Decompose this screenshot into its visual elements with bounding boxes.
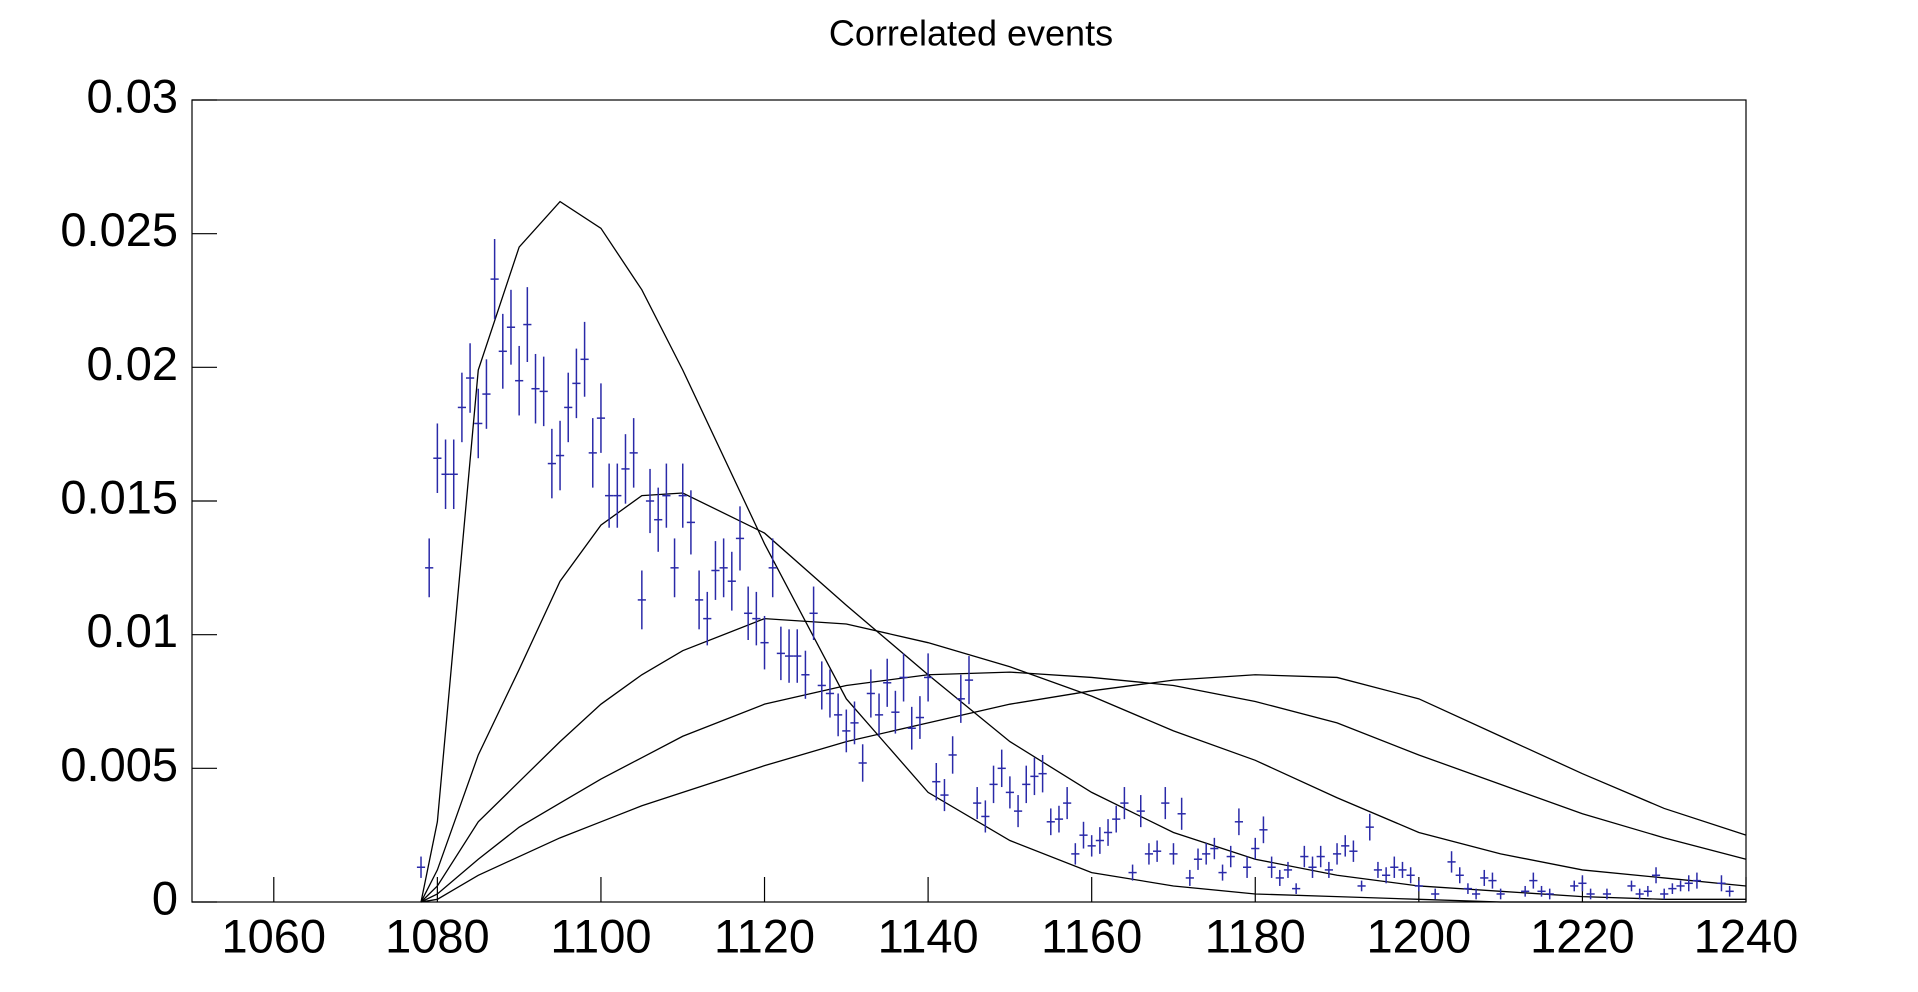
x-tick-label: 1180: [1205, 909, 1306, 962]
x-tick-label: 1080: [385, 909, 490, 962]
x-tick-label: 1060: [222, 909, 327, 962]
x-tick-label: 1160: [1041, 909, 1142, 962]
y-tick-label: 0.03: [87, 69, 178, 122]
x-tick-label: 1240: [1694, 909, 1799, 962]
model-curve: [420, 200, 1746, 903]
y-tick-label: 0.005: [60, 738, 178, 791]
x-tick-label: 1200: [1367, 909, 1472, 962]
y-tick-label: 0.025: [60, 203, 178, 256]
x-tick-label: 1140: [878, 909, 979, 962]
y-tick-label: 0.01: [87, 604, 178, 657]
y-tick-label: 0: [152, 871, 178, 924]
x-tick-label: 1120: [714, 909, 815, 962]
y-tick-label: 0.015: [60, 470, 178, 523]
y-tick-label: 0.02: [87, 337, 178, 390]
chart-title: Correlated events: [829, 13, 1113, 54]
x-tick-label: 1100: [550, 909, 651, 962]
plot-frame: [191, 99, 1747, 903]
x-tick-label: 1220: [1530, 909, 1635, 962]
model-curve: [420, 674, 1747, 903]
model-curve: [420, 617, 1747, 903]
